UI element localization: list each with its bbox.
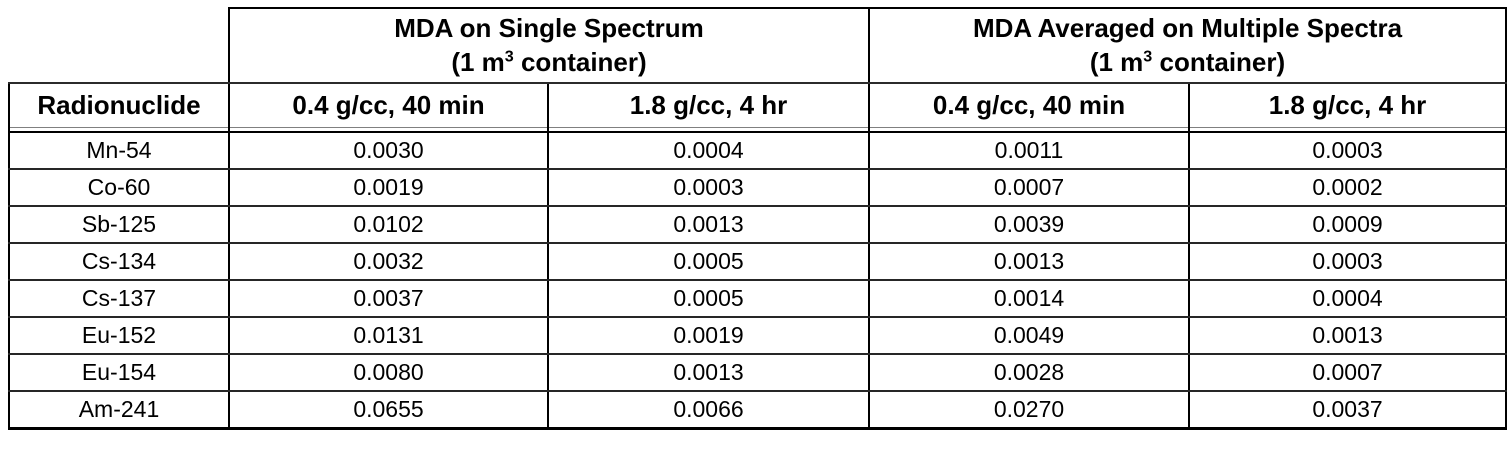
mda-table-container: MDA on Single Spectrum (1 m3 container) … (8, 7, 1508, 430)
value-cell: 0.0270 (868, 390, 1190, 430)
radionuclide-cell: Sb-125 (8, 205, 230, 244)
group-title-line1: MDA Averaged on Multiple Spectra (972, 12, 1403, 43)
radionuclide-cell: Eu-152 (8, 316, 230, 355)
value-cell: 0.0039 (868, 205, 1190, 244)
group-title-line2: (1 m3 container) (1089, 46, 1286, 77)
value-cell: 0.0037 (228, 279, 549, 318)
radionuclide-cell: Cs-137 (8, 279, 230, 318)
table-row-am-241: Am-241 0.0655 0.0066 0.0270 0.0037 (8, 390, 1508, 430)
radionuclide-cell: Eu-154 (8, 353, 230, 392)
value-cell: 0.0004 (1187, 279, 1508, 318)
superscript-3: 3 (1143, 46, 1153, 65)
value-cell: 0.0013 (1187, 316, 1508, 355)
column-header-single-04: 0.4 g/cc, 40 min (228, 82, 549, 128)
value-cell: 0.0007 (868, 168, 1190, 207)
value-cell: 0.0131 (228, 316, 549, 355)
group-header-single-spectrum: MDA on Single Spectrum (1 m3 container) (228, 7, 870, 84)
value-cell: 0.0028 (868, 353, 1190, 392)
radionuclide-cell: Cs-134 (8, 242, 230, 281)
value-cell: 0.0013 (547, 353, 870, 392)
value-cell: 0.0019 (228, 168, 549, 207)
column-header-row: Radionuclide 0.4 g/cc, 40 min 1.8 g/cc, … (8, 82, 1508, 128)
group-header-row: MDA on Single Spectrum (1 m3 container) … (9, 7, 1508, 84)
value-cell: 0.0004 (547, 131, 870, 170)
table-row-sb-125: Sb-125 0.0102 0.0013 0.0039 0.0009 (8, 205, 1508, 244)
value-cell: 0.0003 (547, 168, 870, 207)
value-cell: 0.0011 (868, 131, 1190, 170)
value-cell: 0.0032 (228, 242, 549, 281)
value-cell: 0.0030 (228, 131, 549, 170)
value-cell: 0.0009 (1187, 205, 1508, 244)
value-cell: 0.0003 (1187, 131, 1508, 170)
value-cell: 0.0655 (228, 390, 549, 430)
value-cell: 0.0080 (228, 353, 549, 392)
column-header-multi-04: 0.4 g/cc, 40 min (868, 82, 1190, 128)
value-cell: 0.0002 (1187, 168, 1508, 207)
value-cell: 0.0049 (868, 316, 1190, 355)
value-cell: 0.0005 (547, 242, 870, 281)
table-row-eu-154: Eu-154 0.0080 0.0013 0.0028 0.0007 (8, 353, 1508, 392)
table-row-eu-152: Eu-152 0.0131 0.0019 0.0049 0.0013 (8, 316, 1508, 355)
value-cell: 0.0014 (868, 279, 1190, 318)
value-cell: 0.0037 (1187, 390, 1508, 430)
value-cell: 0.0066 (547, 390, 870, 430)
column-header-single-18: 1.8 g/cc, 4 hr (547, 82, 870, 128)
value-cell: 0.0005 (547, 279, 870, 318)
value-cell: 0.0013 (868, 242, 1190, 281)
table-row-co-60: Co-60 0.0019 0.0003 0.0007 0.0002 (8, 168, 1508, 207)
group-header-multiple-spectra: MDA Averaged on Multiple Spectra (1 m3 c… (867, 7, 1508, 84)
table-row-cs-137: Cs-137 0.0037 0.0005 0.0014 0.0004 (8, 279, 1508, 318)
radionuclide-cell: Mn-54 (8, 131, 230, 170)
mda-table: MDA on Single Spectrum (1 m3 container) … (8, 7, 1508, 430)
group-title-line1: MDA on Single Spectrum (394, 12, 704, 43)
value-cell: 0.0003 (1187, 242, 1508, 281)
table-row-mn-54: Mn-54 0.0030 0.0004 0.0011 0.0003 (8, 131, 1508, 170)
column-header-multi-18: 1.8 g/cc, 4 hr (1187, 82, 1508, 128)
radionuclide-cell: Am-241 (8, 390, 230, 430)
superscript-3: 3 (504, 46, 514, 65)
corner-cell (9, 8, 229, 83)
value-cell: 0.0102 (228, 205, 549, 244)
value-cell: 0.0013 (547, 205, 870, 244)
radionuclide-cell: Co-60 (8, 168, 230, 207)
value-cell: 0.0019 (547, 316, 870, 355)
column-header-radionuclide: Radionuclide (8, 82, 230, 128)
table-row-cs-134: Cs-134 0.0032 0.0005 0.0013 0.0003 (8, 242, 1508, 281)
group-title-line2: (1 m3 container) (451, 46, 647, 77)
value-cell: 0.0007 (1187, 353, 1508, 392)
